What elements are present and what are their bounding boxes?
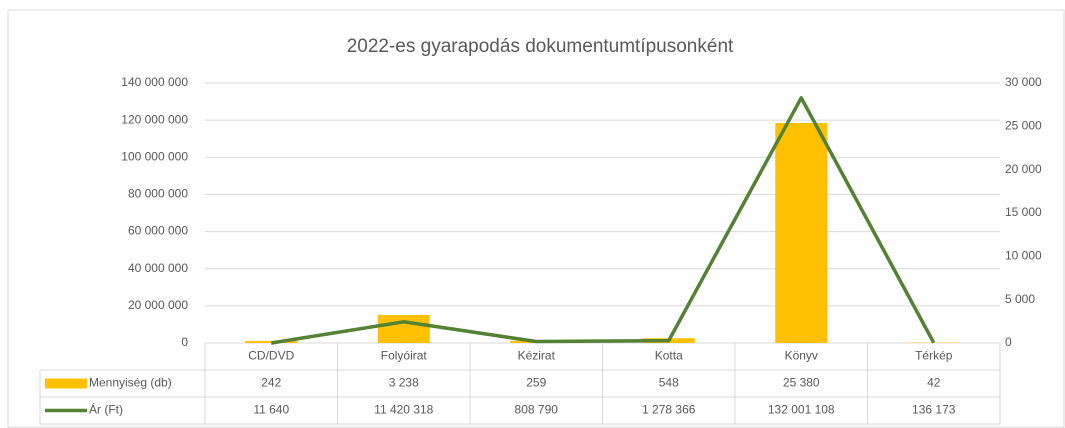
y2-tick-label: 25 000 (1005, 119, 1042, 133)
x-tick-label: Kézirat (518, 349, 556, 363)
data-table-value: 25 380 (783, 376, 820, 390)
data-table-value: 259 (526, 376, 546, 390)
y-tick-label: 120 000 000 (121, 112, 188, 126)
legend-key (45, 378, 87, 389)
y2-tick-label: 10 000 (1005, 249, 1042, 263)
data-table-value: 11 420 318 (374, 403, 433, 417)
data-table-value: 242 (261, 376, 281, 390)
chart-frame (7, 9, 1065, 428)
data-table-value: 548 (659, 376, 679, 390)
y-tick-label: 0 (181, 335, 188, 349)
x-tick-label: Könyv (785, 349, 818, 363)
y2-tick-label: 30 000 (1005, 75, 1042, 89)
chart-title: 2022-es gyarapodás dokumentumtípusonként (347, 36, 734, 57)
bar (775, 123, 828, 343)
x-tick-label: CD/DVD (248, 349, 294, 363)
legend-label: Ár (Ft) (89, 402, 123, 417)
y-tick-label: 60 000 000 (128, 224, 188, 238)
x-tick-label: Folyóirat (381, 349, 428, 363)
y2-tick-label: 5 000 (1005, 292, 1035, 306)
bar (377, 314, 430, 343)
data-table-value: 808 790 (515, 403, 559, 417)
data-table-value: 11 640 (253, 403, 289, 417)
y-tick-label: 100 000 000 (121, 149, 188, 163)
data-table-value: 1 278 366 (642, 403, 696, 417)
legend-label: Mennyiség (db) (89, 376, 172, 390)
data-table-value: 132 001 108 (768, 403, 835, 417)
x-tick-label: Térkép (915, 349, 953, 363)
y-tick-label: 20 000 000 (128, 298, 188, 312)
y2-tick-label: 0 (1005, 335, 1012, 349)
y-tick-label: 140 000 000 (121, 75, 188, 89)
data-table-value: 136 173 (912, 403, 956, 417)
y-tick-label: 40 000 000 (128, 261, 188, 275)
y2-tick-label: 20 000 (1005, 162, 1042, 176)
data-table-value: 3 238 (389, 376, 419, 390)
line (270, 96, 936, 345)
y2-tick-label: 15 000 (1005, 205, 1042, 219)
y-tick-label: 80 000 000 (128, 187, 188, 201)
data-table-value: 42 (927, 376, 941, 390)
x-tick-label: Kotta (655, 349, 683, 363)
